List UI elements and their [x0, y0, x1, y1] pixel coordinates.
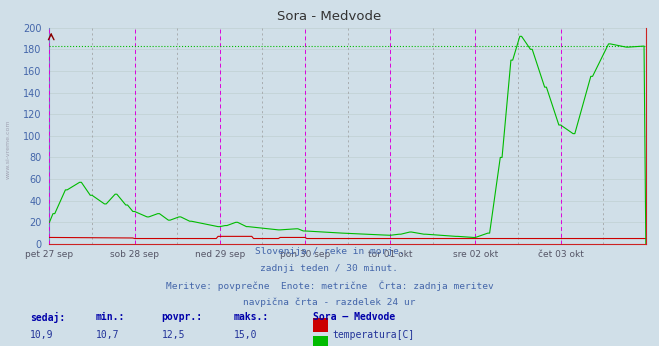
Text: Sora – Medvode: Sora – Medvode: [313, 312, 395, 322]
Text: 10,9: 10,9: [30, 330, 53, 340]
Text: 12,5: 12,5: [161, 330, 185, 340]
Text: www.si-vreme.com: www.si-vreme.com: [5, 119, 11, 179]
Text: navpična črta - razdelek 24 ur: navpična črta - razdelek 24 ur: [243, 297, 416, 307]
Text: Meritve: povprečne  Enote: metrične  Črta: zadnja meritev: Meritve: povprečne Enote: metrične Črta:…: [165, 281, 494, 291]
Text: 15,0: 15,0: [234, 330, 258, 340]
Text: sedaj:: sedaj:: [30, 312, 65, 323]
Text: maks.:: maks.:: [234, 312, 269, 322]
Text: temperatura[C]: temperatura[C]: [333, 330, 415, 340]
Text: Slovenija / reke in morje.: Slovenija / reke in morje.: [255, 247, 404, 256]
Text: min.:: min.:: [96, 312, 125, 322]
Text: povpr.:: povpr.:: [161, 312, 202, 322]
Text: Sora - Medvode: Sora - Medvode: [277, 10, 382, 23]
Text: zadnji teden / 30 minut.: zadnji teden / 30 minut.: [260, 264, 399, 273]
Text: 10,7: 10,7: [96, 330, 119, 340]
